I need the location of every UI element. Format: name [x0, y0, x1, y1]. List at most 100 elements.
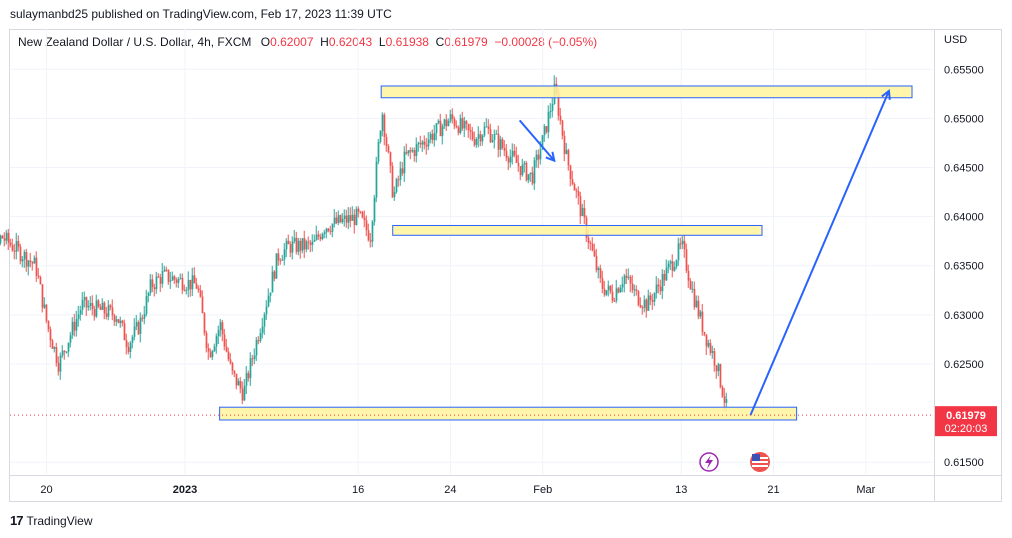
- candle-body: [413, 150, 416, 156]
- candle-body: [543, 126, 546, 136]
- candle-body: [81, 300, 84, 311]
- candle-body: [179, 277, 182, 279]
- projection-arrow[interactable]: [749, 90, 890, 416]
- candle-body: [493, 133, 496, 141]
- candle-body: [425, 144, 428, 147]
- candle-body: [117, 319, 120, 323]
- candle-body: [427, 139, 430, 147]
- candle-body: [635, 289, 638, 292]
- currency-label[interactable]: USD: [944, 34, 968, 46]
- candle-body: [645, 299, 648, 311]
- candle-body: [129, 342, 132, 352]
- candle-body: [57, 362, 60, 372]
- time-tick-label: 24: [444, 484, 456, 496]
- time-tick-label: Mar: [856, 484, 875, 496]
- candle-body: [369, 240, 372, 242]
- candle-body: [149, 279, 152, 293]
- candle-body: [61, 350, 64, 356]
- candle-body: [557, 93, 560, 116]
- symbol-name[interactable]: New Zealand Dollar / U.S. Dollar, 4h, FX…: [18, 35, 252, 49]
- support-resistance-zone[interactable]: [380, 85, 913, 99]
- candle-body: [89, 303, 92, 306]
- candle-body: [189, 279, 192, 290]
- lightning-icon[interactable]: [699, 452, 719, 472]
- candle-body: [589, 242, 592, 244]
- candle-body: [681, 240, 684, 245]
- candle-body: [309, 242, 312, 246]
- candle-body: [235, 373, 238, 386]
- candle-body: [395, 179, 398, 193]
- candle-body: [161, 271, 164, 284]
- candle-body: [59, 355, 62, 372]
- support-resistance-zone[interactable]: [392, 224, 763, 236]
- time-tick-label: 2023: [173, 484, 197, 496]
- candle-body: [713, 351, 716, 366]
- candle-body: [417, 142, 420, 145]
- small-arrow[interactable]: [518, 119, 556, 162]
- candle-body: [65, 351, 68, 353]
- candle-body: [69, 335, 72, 343]
- candle-body: [433, 133, 436, 141]
- candle-body: [43, 304, 46, 308]
- candle-body: [491, 140, 494, 142]
- candle-body: [261, 326, 264, 333]
- candle-body: [121, 320, 124, 324]
- candle-body: [469, 130, 472, 132]
- candle-body: [401, 168, 404, 174]
- candle-body: [571, 179, 574, 185]
- candle-body: [273, 271, 276, 279]
- candle-body: [675, 260, 678, 268]
- candle-body: [459, 118, 462, 133]
- candle-body: [45, 304, 48, 321]
- candle-body: [409, 150, 412, 152]
- candle-body: [173, 276, 176, 280]
- candle-body: [655, 284, 658, 294]
- candle-body: [7, 232, 10, 243]
- candle-body: [711, 351, 714, 353]
- candle-body: [641, 307, 644, 309]
- candle-body: [559, 115, 562, 121]
- candle-body: [15, 241, 18, 252]
- candle-body: [255, 340, 258, 356]
- candle-body: [223, 334, 226, 347]
- candle-body: [345, 215, 348, 223]
- candle-body: [511, 150, 514, 157]
- candle-body: [247, 373, 250, 379]
- candle-body: [665, 267, 668, 281]
- candle-body: [407, 150, 410, 154]
- candle-body: [0, 235, 2, 244]
- candle-body: [229, 359, 232, 363]
- zones: [219, 85, 913, 421]
- candle-body: [363, 217, 366, 221]
- candle-body: [367, 230, 370, 241]
- candle-body: [93, 309, 96, 317]
- candle-body: [685, 249, 688, 271]
- support-resistance-zone[interactable]: [219, 406, 798, 421]
- candle-body: [55, 347, 58, 363]
- candle-body: [631, 283, 634, 291]
- candle-body: [533, 160, 536, 184]
- price-tick-label: 0.64500: [944, 163, 984, 175]
- candle-body: [603, 288, 606, 295]
- candle-body: [269, 292, 272, 296]
- price-tick-label: 0.64000: [944, 212, 984, 224]
- candle-body: [175, 279, 178, 283]
- tradingview-logo-icon[interactable]: 17: [10, 513, 24, 528]
- brand-name[interactable]: TradingView: [26, 513, 93, 528]
- candle-body: [267, 295, 270, 307]
- projection-arrow-head: [881, 88, 891, 100]
- candle-body: [663, 273, 666, 281]
- time-axis-divider: [9, 475, 1002, 476]
- candle-body: [617, 288, 620, 293]
- candle-body: [471, 131, 474, 140]
- candle-body: [373, 197, 376, 222]
- price-tick-label: 0.62500: [944, 359, 984, 371]
- us-flag-icon[interactable]: [750, 452, 770, 472]
- candle-body: [497, 133, 500, 150]
- candle-body: [377, 141, 380, 162]
- candle-body: [719, 364, 722, 387]
- candle-body: [341, 218, 344, 223]
- chart-frame: [9, 29, 1002, 502]
